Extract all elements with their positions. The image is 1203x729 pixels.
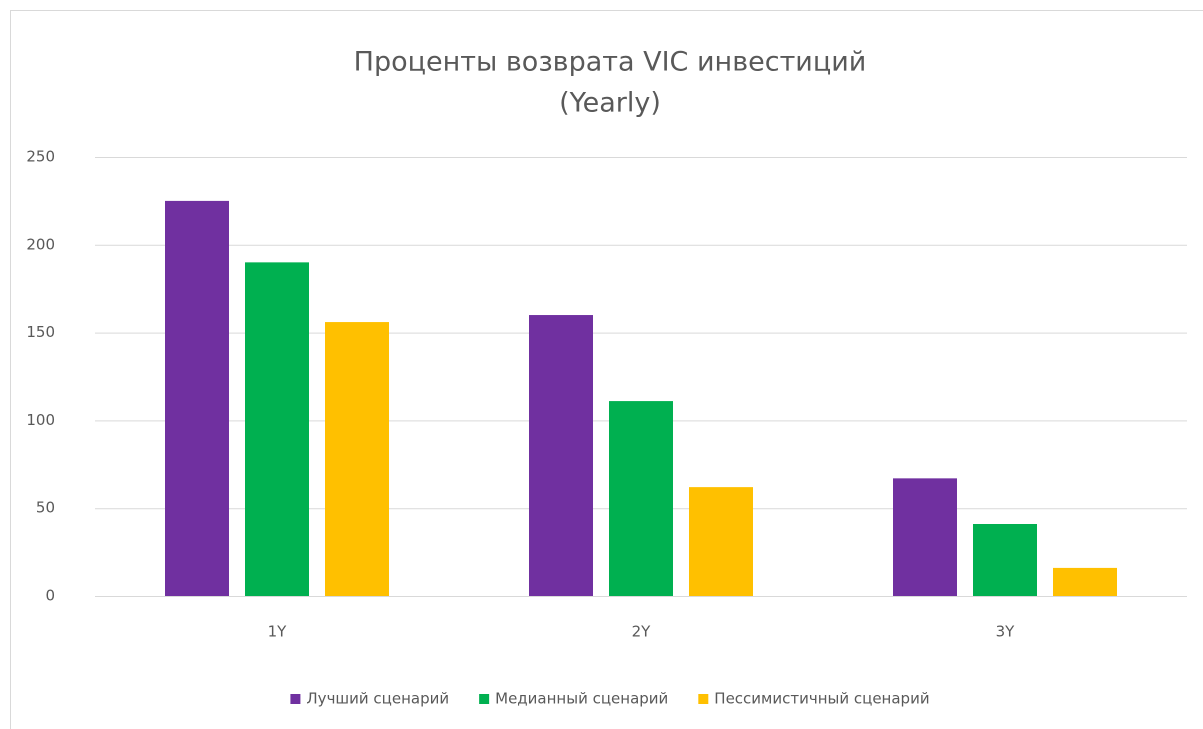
bar — [325, 322, 389, 596]
bar — [529, 315, 593, 596]
legend-swatch — [290, 694, 301, 704]
bar — [245, 262, 309, 596]
y-tick-label: 150 — [26, 323, 55, 341]
bar — [973, 524, 1037, 596]
legend-swatch — [698, 694, 709, 704]
bar — [893, 478, 957, 596]
y-tick-label: 250 — [26, 148, 55, 166]
x-tick-label: 3Y — [996, 623, 1016, 641]
y-tick-label: 200 — [26, 235, 55, 253]
x-tick-label: 1Y — [268, 623, 288, 641]
y-tick-label: 100 — [26, 411, 55, 429]
x-tick-label: 2Y — [632, 623, 652, 641]
chart-subtitle: (Yearly) — [559, 88, 661, 119]
bar — [1053, 567, 1117, 596]
chart-title: Проценты возврата VIC инвестиций — [354, 47, 867, 78]
bar — [689, 487, 753, 596]
legend-label: Пессимистичный сценарий — [714, 690, 929, 708]
legend-swatch — [479, 694, 490, 704]
y-tick-label: 0 — [45, 587, 55, 605]
bar — [165, 200, 229, 596]
legend-label: Лучший сценарий — [306, 690, 449, 708]
bar — [609, 401, 673, 596]
y-tick-label: 50 — [36, 499, 55, 517]
legend-label: Медианный сценарий — [495, 690, 668, 708]
